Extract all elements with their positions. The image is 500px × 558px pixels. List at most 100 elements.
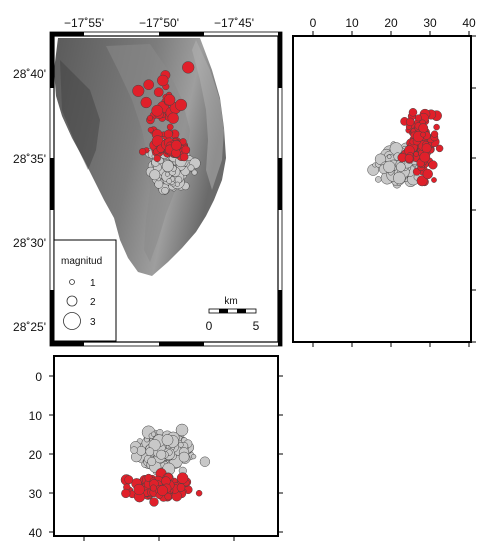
epicenter-recent — [140, 96, 152, 109]
hypocenter-recent — [124, 475, 134, 485]
map-epicenters — [132, 61, 201, 196]
east-hypocenters — [367, 108, 444, 189]
hypocenter-recent — [408, 108, 418, 117]
hypocenter-recent — [176, 472, 189, 484]
epicenter-historic — [161, 186, 169, 195]
epicenter-recent — [179, 152, 189, 162]
hypocenter-historic — [177, 441, 184, 448]
hypocenter-recent — [176, 483, 186, 492]
hypocenter-historic — [161, 434, 174, 446]
south-depth-tick-30: 30 — [29, 487, 43, 501]
hypocenter-historic — [375, 176, 382, 183]
epicenter-historic — [161, 160, 174, 173]
hypocenter-recent — [422, 168, 433, 180]
map-outer-frame — [49, 31, 283, 347]
epicenter-recent — [132, 84, 145, 97]
legend-circle-3 — [63, 312, 81, 330]
epicenter-historic — [174, 181, 180, 187]
map-border-checker — [50, 32, 282, 346]
hypocenter-recent — [157, 485, 168, 496]
epicenter-recent — [174, 98, 188, 111]
epicenter-historic — [164, 171, 170, 177]
scale-tick-5: 5 — [253, 319, 260, 333]
hypocenter-recent — [420, 131, 426, 138]
epicenter-recent — [181, 145, 191, 155]
hypocenter-recent — [149, 497, 159, 507]
east-depth-tick-10: 10 — [345, 16, 359, 30]
lon-tick-3: −17˚45' — [214, 16, 254, 30]
epicenter-recent — [138, 148, 147, 156]
epicenter-recent — [166, 123, 174, 131]
south-depth-tick-20: 20 — [29, 448, 43, 462]
hypocenter-historic — [147, 457, 157, 466]
hypocenter-recent — [164, 492, 172, 501]
epicenter-historic — [187, 164, 195, 172]
hypocenter-recent — [414, 114, 422, 122]
legend-circle-1 — [69, 279, 75, 285]
south-hypocenters — [120, 423, 211, 507]
east-depth-section: 0 10 20 30 40 — [292, 16, 476, 347]
hypocenter-recent — [121, 488, 131, 499]
lon-tick-1: −17˚55' — [64, 16, 104, 30]
east-depth-ticks — [312, 31, 476, 347]
hypocenter-recent — [149, 484, 157, 492]
hypocenter-recent — [428, 160, 438, 170]
hypocenter-historic — [175, 423, 189, 437]
hypocenter-recent — [133, 483, 145, 496]
south-depth-tick-40: 40 — [29, 526, 43, 540]
epicenter-historic — [166, 178, 173, 184]
hypocenter-historic — [199, 456, 211, 467]
epicenter-recent — [164, 129, 173, 139]
hypocenter-historic — [178, 451, 190, 463]
hypocenter-historic — [387, 154, 392, 159]
lat-tick-1: 28˚40' — [13, 67, 46, 81]
epicenter-recent — [147, 115, 153, 121]
east-section-frame — [292, 35, 472, 343]
epicenter-historic — [154, 179, 164, 189]
legend-label-1: 1 — [90, 278, 96, 289]
hypocenter-recent — [435, 144, 444, 153]
hypocenter-historic — [383, 160, 396, 173]
hypocenter-recent — [195, 489, 203, 497]
hypocenter-historic — [190, 453, 197, 460]
hypocenter-recent — [405, 117, 415, 127]
hypocenter-historic — [393, 171, 406, 185]
hypocenter-historic — [145, 447, 155, 457]
hypocenter-recent — [404, 153, 414, 163]
hypocenter-historic — [395, 162, 406, 172]
hypocenter-historic — [374, 153, 387, 165]
legend-circle-2 — [66, 295, 78, 307]
east-depth-tick-30: 30 — [423, 16, 437, 30]
slope-shading — [60, 60, 100, 170]
epicenter-historic — [149, 169, 161, 181]
epicenter-recent — [151, 104, 164, 117]
legend-title: magnitud — [61, 256, 102, 267]
epicenter-recent — [143, 79, 155, 91]
hypocenter-recent — [419, 151, 431, 163]
hypocenter-recent — [421, 143, 432, 154]
hypocenter-recent — [430, 130, 439, 138]
epicenter-recent — [182, 61, 195, 74]
hypocenter-recent — [433, 123, 440, 131]
map-panel: −17˚55' −17˚50' −17˚45' 28˚40' 28˚35' 28… — [13, 16, 283, 347]
east-depth-tick-40: 40 — [462, 16, 476, 30]
lon-tick-2: −17˚50' — [139, 16, 179, 30]
epicenter-recent — [157, 74, 169, 87]
hypocenter-recent — [431, 177, 437, 183]
east-cliff-shading — [192, 40, 224, 190]
epicenter-recent — [163, 94, 176, 106]
south-depth-tick-10: 10 — [29, 409, 43, 423]
hypocenter-historic — [150, 431, 157, 437]
hypocenter-historic — [130, 446, 138, 454]
lat-tick-4: 28˚25' — [13, 320, 46, 334]
lat-tick-3: 28˚30' — [13, 236, 46, 250]
magnitude-legend: magnitud 1 2 3 — [53, 239, 117, 342]
epicenter-recent — [153, 154, 161, 163]
south-depth-tick-0: 0 — [35, 370, 42, 384]
south-depth-ticks — [49, 375, 283, 541]
island-relief — [54, 38, 226, 276]
east-depth-tick-20: 20 — [384, 16, 398, 30]
epicenter-historic — [191, 169, 198, 176]
east-depth-tick-0: 0 — [310, 16, 317, 30]
